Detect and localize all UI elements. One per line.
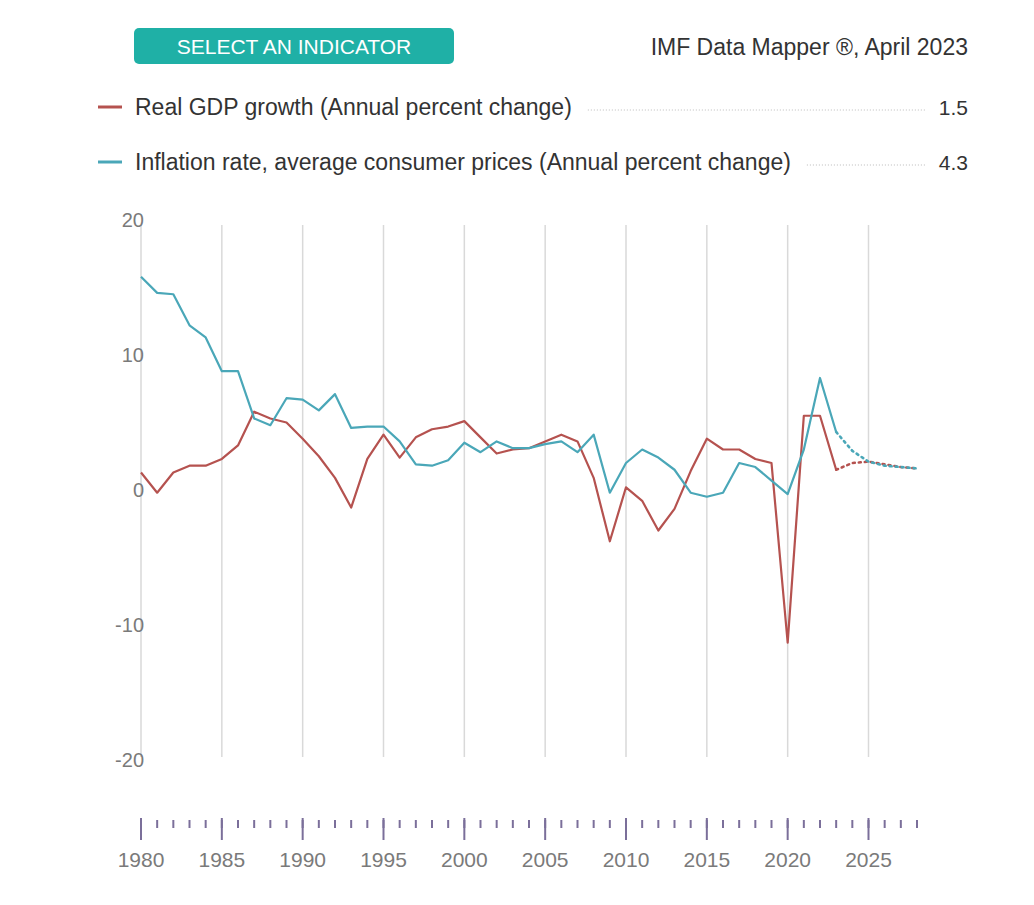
legend-value: 1.5 <box>939 96 968 119</box>
x-tick-label: 1995 <box>360 848 407 871</box>
x-minor-tick <box>884 820 886 828</box>
grid-line <box>383 225 385 757</box>
x-minor-tick <box>593 820 595 828</box>
x-tick-label: 2010 <box>603 848 650 871</box>
x-minor-tick <box>900 820 902 828</box>
x-minor-tick <box>560 820 562 828</box>
x-minor-tick <box>253 820 255 828</box>
grid-line <box>706 225 708 757</box>
x-minor-tick <box>819 820 821 828</box>
chart: SELECT AN INDICATOR IMF Data Mapper ®, Ap… <box>0 0 1034 905</box>
x-major-tick <box>706 818 708 840</box>
y-tick-label: -10 <box>115 614 144 636</box>
series-line <box>836 462 917 470</box>
x-minor-tick <box>286 820 288 828</box>
x-minor-tick <box>334 820 336 828</box>
x-minor-tick <box>738 820 740 828</box>
y-tick-label: 10 <box>122 344 144 366</box>
button-bg[interactable] <box>134 28 454 64</box>
x-minor-tick <box>641 820 643 828</box>
x-minor-tick <box>722 820 724 828</box>
x-tick-label: 1980 <box>118 848 165 871</box>
x-tick-label: 2000 <box>441 848 488 871</box>
x-minor-tick <box>237 820 239 828</box>
grid-line <box>464 225 466 757</box>
x-minor-tick <box>771 820 773 828</box>
legend-label: Real GDP growth (Annual percent change) <box>135 94 572 120</box>
x-minor-tick <box>447 820 449 828</box>
x-minor-tick <box>851 820 853 828</box>
grid-line <box>221 225 223 757</box>
x-minor-tick <box>366 820 368 828</box>
x-minor-tick <box>156 820 158 828</box>
x-minor-tick <box>399 820 401 828</box>
grid-line <box>302 225 304 757</box>
x-minor-tick <box>431 820 433 828</box>
grid-line <box>868 225 870 757</box>
legend-swatch <box>98 161 122 164</box>
x-major-tick <box>463 818 465 840</box>
x-minor-tick <box>205 820 207 828</box>
series-line <box>141 277 836 497</box>
x-major-tick <box>544 818 546 840</box>
x-minor-tick <box>657 820 659 828</box>
x-minor-tick <box>318 820 320 828</box>
x-minor-tick <box>609 820 611 828</box>
x-major-tick <box>787 818 789 840</box>
x-minor-tick <box>835 820 837 828</box>
legend-entry: Inflation rate, average consumer prices … <box>98 149 968 175</box>
x-minor-tick <box>916 820 918 828</box>
button-label[interactable]: SELECT AN INDICATOR <box>177 35 412 58</box>
x-minor-tick <box>754 820 756 828</box>
x-minor-tick <box>269 820 271 828</box>
x-tick-label: 1990 <box>279 848 326 871</box>
x-tick-label: 2020 <box>764 848 811 871</box>
plot-area <box>141 277 917 643</box>
source: IMF Data Mapper ®, April 2023 <box>651 34 968 60</box>
x-minor-tick <box>674 820 676 828</box>
y-tick-label: -20 <box>115 749 144 771</box>
x-tick-label: 2005 <box>522 848 569 871</box>
x-minor-tick <box>350 820 352 828</box>
x-major-tick <box>302 818 304 840</box>
series-line <box>836 432 917 468</box>
x-minor-tick <box>803 820 805 828</box>
legend-swatch <box>98 106 122 109</box>
x-major-tick <box>383 818 385 840</box>
legend-label: Inflation rate, average consumer prices … <box>135 149 791 175</box>
x-minor-tick <box>172 820 174 828</box>
x-tick-label: 2015 <box>683 848 730 871</box>
x-minor-tick <box>528 820 530 828</box>
x-major-tick <box>140 818 142 840</box>
legend-entry: Real GDP growth (Annual percent change) 1… <box>98 94 968 120</box>
grid-line <box>544 225 546 757</box>
x-tick-label: 1985 <box>198 848 245 871</box>
x-major-tick <box>868 818 870 840</box>
y-tick-label: 0 <box>133 479 144 501</box>
x-minor-tick <box>577 820 579 828</box>
legend-leader <box>588 110 927 111</box>
x-tick-label: 2025 <box>845 848 892 871</box>
x-minor-tick <box>496 820 498 828</box>
legend-value: 4.3 <box>939 151 968 174</box>
legend-leader <box>807 165 927 166</box>
y-tick-label: 20 <box>122 209 144 231</box>
x-major-tick <box>625 818 627 840</box>
x-minor-tick <box>480 820 482 828</box>
x-minor-tick <box>690 820 692 828</box>
x-minor-tick <box>512 820 514 828</box>
x-major-tick <box>221 818 223 840</box>
x-minor-tick <box>189 820 191 828</box>
indicator-button[interactable]: SELECT AN INDICATOR <box>134 28 454 64</box>
x-minor-tick <box>415 820 417 828</box>
